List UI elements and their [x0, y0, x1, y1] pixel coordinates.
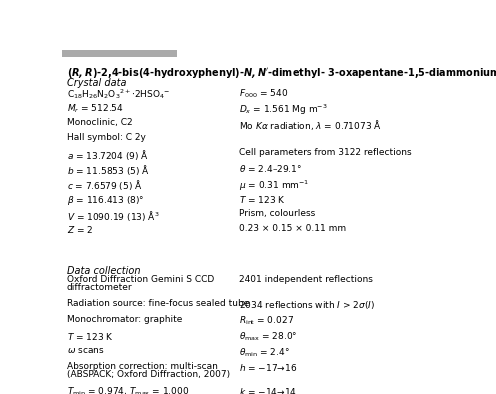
Text: $R_{\rm int}$ = 0.027: $R_{\rm int}$ = 0.027 [239, 315, 294, 327]
Text: (ABSPACK; Oxford Diffraction, 2007): (ABSPACK; Oxford Diffraction, 2007) [66, 370, 230, 379]
Text: $b$ = 11.5853 (5) Å: $b$ = 11.5853 (5) Å [66, 163, 149, 177]
Text: Prism, colourless: Prism, colourless [239, 209, 315, 217]
Text: $\beta$ = 116.413 (8)°: $\beta$ = 116.413 (8)° [66, 193, 144, 206]
Text: $h$ = −17→16: $h$ = −17→16 [239, 362, 297, 373]
Text: Data collection: Data collection [66, 266, 140, 276]
Text: $T_{\rm min}$ = 0.974, $T_{\rm max}$ = 1.000: $T_{\rm min}$ = 0.974, $T_{\rm max}$ = 1… [66, 386, 189, 394]
Text: Cell parameters from 3122 reflections: Cell parameters from 3122 reflections [239, 148, 412, 157]
Text: Oxford Diffraction Gemini S CCD: Oxford Diffraction Gemini S CCD [66, 275, 214, 284]
Text: $F_{000}$ = 540: $F_{000}$ = 540 [239, 87, 288, 100]
Text: 2401 independent reflections: 2401 independent reflections [239, 275, 372, 284]
Text: Hall symbol: C 2y: Hall symbol: C 2y [66, 133, 145, 142]
Text: ($\bfit{R,R}$)-2,4-bis(4-hydroxyphenyl)-$\bfit{N,N}$$^{\prime}$-dimethyl- 3-oxap: ($\bfit{R,R}$)-2,4-bis(4-hydroxyphenyl)-… [66, 66, 496, 80]
Text: Radiation source: fine-focus sealed tube: Radiation source: fine-focus sealed tube [66, 299, 249, 308]
Text: $c$ = 7.6579 (5) Å: $c$ = 7.6579 (5) Å [66, 178, 142, 192]
Text: $a$ = 13.7204 (9) Å: $a$ = 13.7204 (9) Å [66, 148, 148, 162]
Text: $T$ = 123 K: $T$ = 123 K [239, 193, 286, 204]
Text: $T$ = 123 K: $T$ = 123 K [66, 331, 114, 342]
Text: Monoclinic, C2: Monoclinic, C2 [66, 118, 132, 126]
Text: $k$ = −14→14: $k$ = −14→14 [239, 386, 297, 394]
Text: Mo $K\alpha$ radiation, $\lambda$ = 0.71073 Å: Mo $K\alpha$ radiation, $\lambda$ = 0.71… [239, 118, 381, 132]
Text: $\theta_{\rm max}$ = 28.0°: $\theta_{\rm max}$ = 28.0° [239, 331, 297, 343]
Text: Monochromator: graphite: Monochromator: graphite [66, 315, 182, 324]
Text: diffractometer: diffractometer [66, 283, 132, 292]
Text: Absorption correction: multi-scan: Absorption correction: multi-scan [66, 362, 217, 371]
Text: $\theta_{\rm min}$ = 2.4°: $\theta_{\rm min}$ = 2.4° [239, 346, 290, 359]
Text: 2034 reflections with $I$ > 2$\sigma$($I$): 2034 reflections with $I$ > 2$\sigma$($I… [239, 299, 375, 311]
Text: $M_r$ = 512.54: $M_r$ = 512.54 [66, 102, 124, 115]
Text: $V$ = 1090.19 (13) Å$^{3}$: $V$ = 1090.19 (13) Å$^{3}$ [66, 209, 159, 223]
Text: 0.23 × 0.15 × 0.11 mm: 0.23 × 0.15 × 0.11 mm [239, 224, 346, 233]
FancyBboxPatch shape [62, 50, 178, 57]
Text: $D_x$ = 1.561 Mg m$^{-3}$: $D_x$ = 1.561 Mg m$^{-3}$ [239, 102, 327, 117]
Text: Crystal data: Crystal data [66, 78, 126, 87]
Text: $\omega$ scans: $\omega$ scans [66, 346, 104, 355]
Text: $Z$ = 2: $Z$ = 2 [66, 224, 93, 235]
Text: $\theta$ = 2.4–29.1°: $\theta$ = 2.4–29.1° [239, 163, 302, 174]
Text: $\mu$ = 0.31 mm$^{-1}$: $\mu$ = 0.31 mm$^{-1}$ [239, 178, 309, 193]
Text: C$_{18}$H$_{26}$N$_{2}$O$_{3}$$^{2+}$$\cdot$2HSO$_{4}$$^{-}$: C$_{18}$H$_{26}$N$_{2}$O$_{3}$$^{2+}$$\c… [66, 87, 170, 101]
